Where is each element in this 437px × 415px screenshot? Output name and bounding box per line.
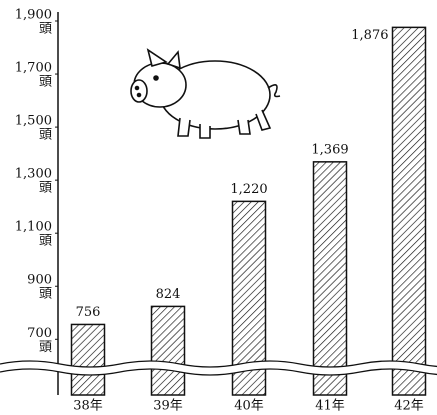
pig-illustration: [130, 48, 281, 139]
y-tick-label: 700: [27, 326, 52, 341]
value-label: 1,876: [351, 28, 388, 43]
y-tick-label: 1,500: [15, 114, 52, 129]
y-tick-label: 900: [27, 273, 52, 288]
y-tick-unit: 頭: [39, 22, 52, 37]
value-label: 1,369: [311, 142, 348, 157]
y-tick-unit: 頭: [39, 181, 52, 196]
axis-break: [0, 360, 437, 376]
y-tick-unit: 頭: [39, 340, 52, 355]
x-tick-label: 42年: [394, 399, 424, 414]
bar: [391, 26, 427, 396]
y-tick-unit: 頭: [39, 75, 52, 90]
y-tick-label: 1,700: [15, 61, 52, 76]
bar: [150, 305, 186, 396]
value-label: 824: [156, 287, 181, 302]
y-tick-unit: 頭: [39, 128, 52, 143]
x-tick-label: 41年: [315, 399, 345, 414]
x-tick-label: 40年: [234, 399, 264, 414]
bar: [70, 323, 106, 396]
y-tick-unit: 頭: [39, 234, 52, 249]
y-tick-label: 1,100: [15, 220, 52, 235]
bar: [312, 161, 348, 396]
y-tick-label: 1,900: [15, 8, 52, 23]
y-tick-unit: 頭: [39, 287, 52, 302]
x-tick-label: 39年: [153, 399, 183, 414]
value-label: 1,220: [230, 182, 267, 197]
y-tick-label: 1,300: [15, 167, 52, 182]
x-tick-label: 38年: [73, 399, 103, 414]
value-label: 756: [76, 305, 101, 320]
